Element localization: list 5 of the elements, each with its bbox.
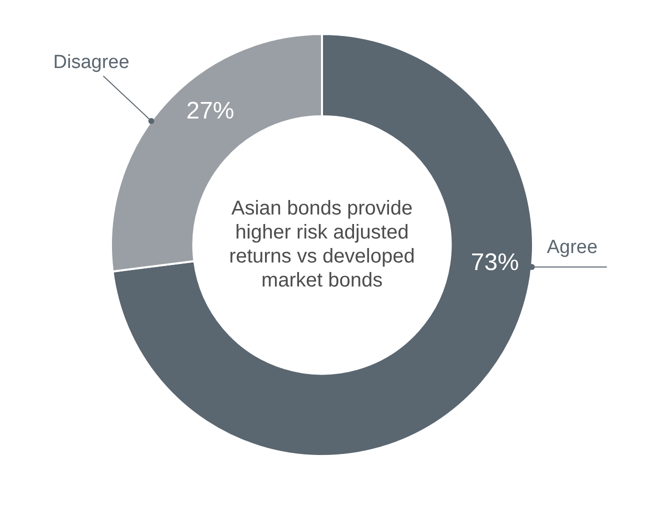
slice-label: Disagree xyxy=(53,52,130,73)
slice-label: Agree xyxy=(546,237,598,258)
data-label: 73% xyxy=(470,248,519,276)
text: Asian bonds provide higher risk adjusted returns vs developed market bonds xyxy=(229,198,415,292)
data-label: 27% xyxy=(186,97,234,124)
